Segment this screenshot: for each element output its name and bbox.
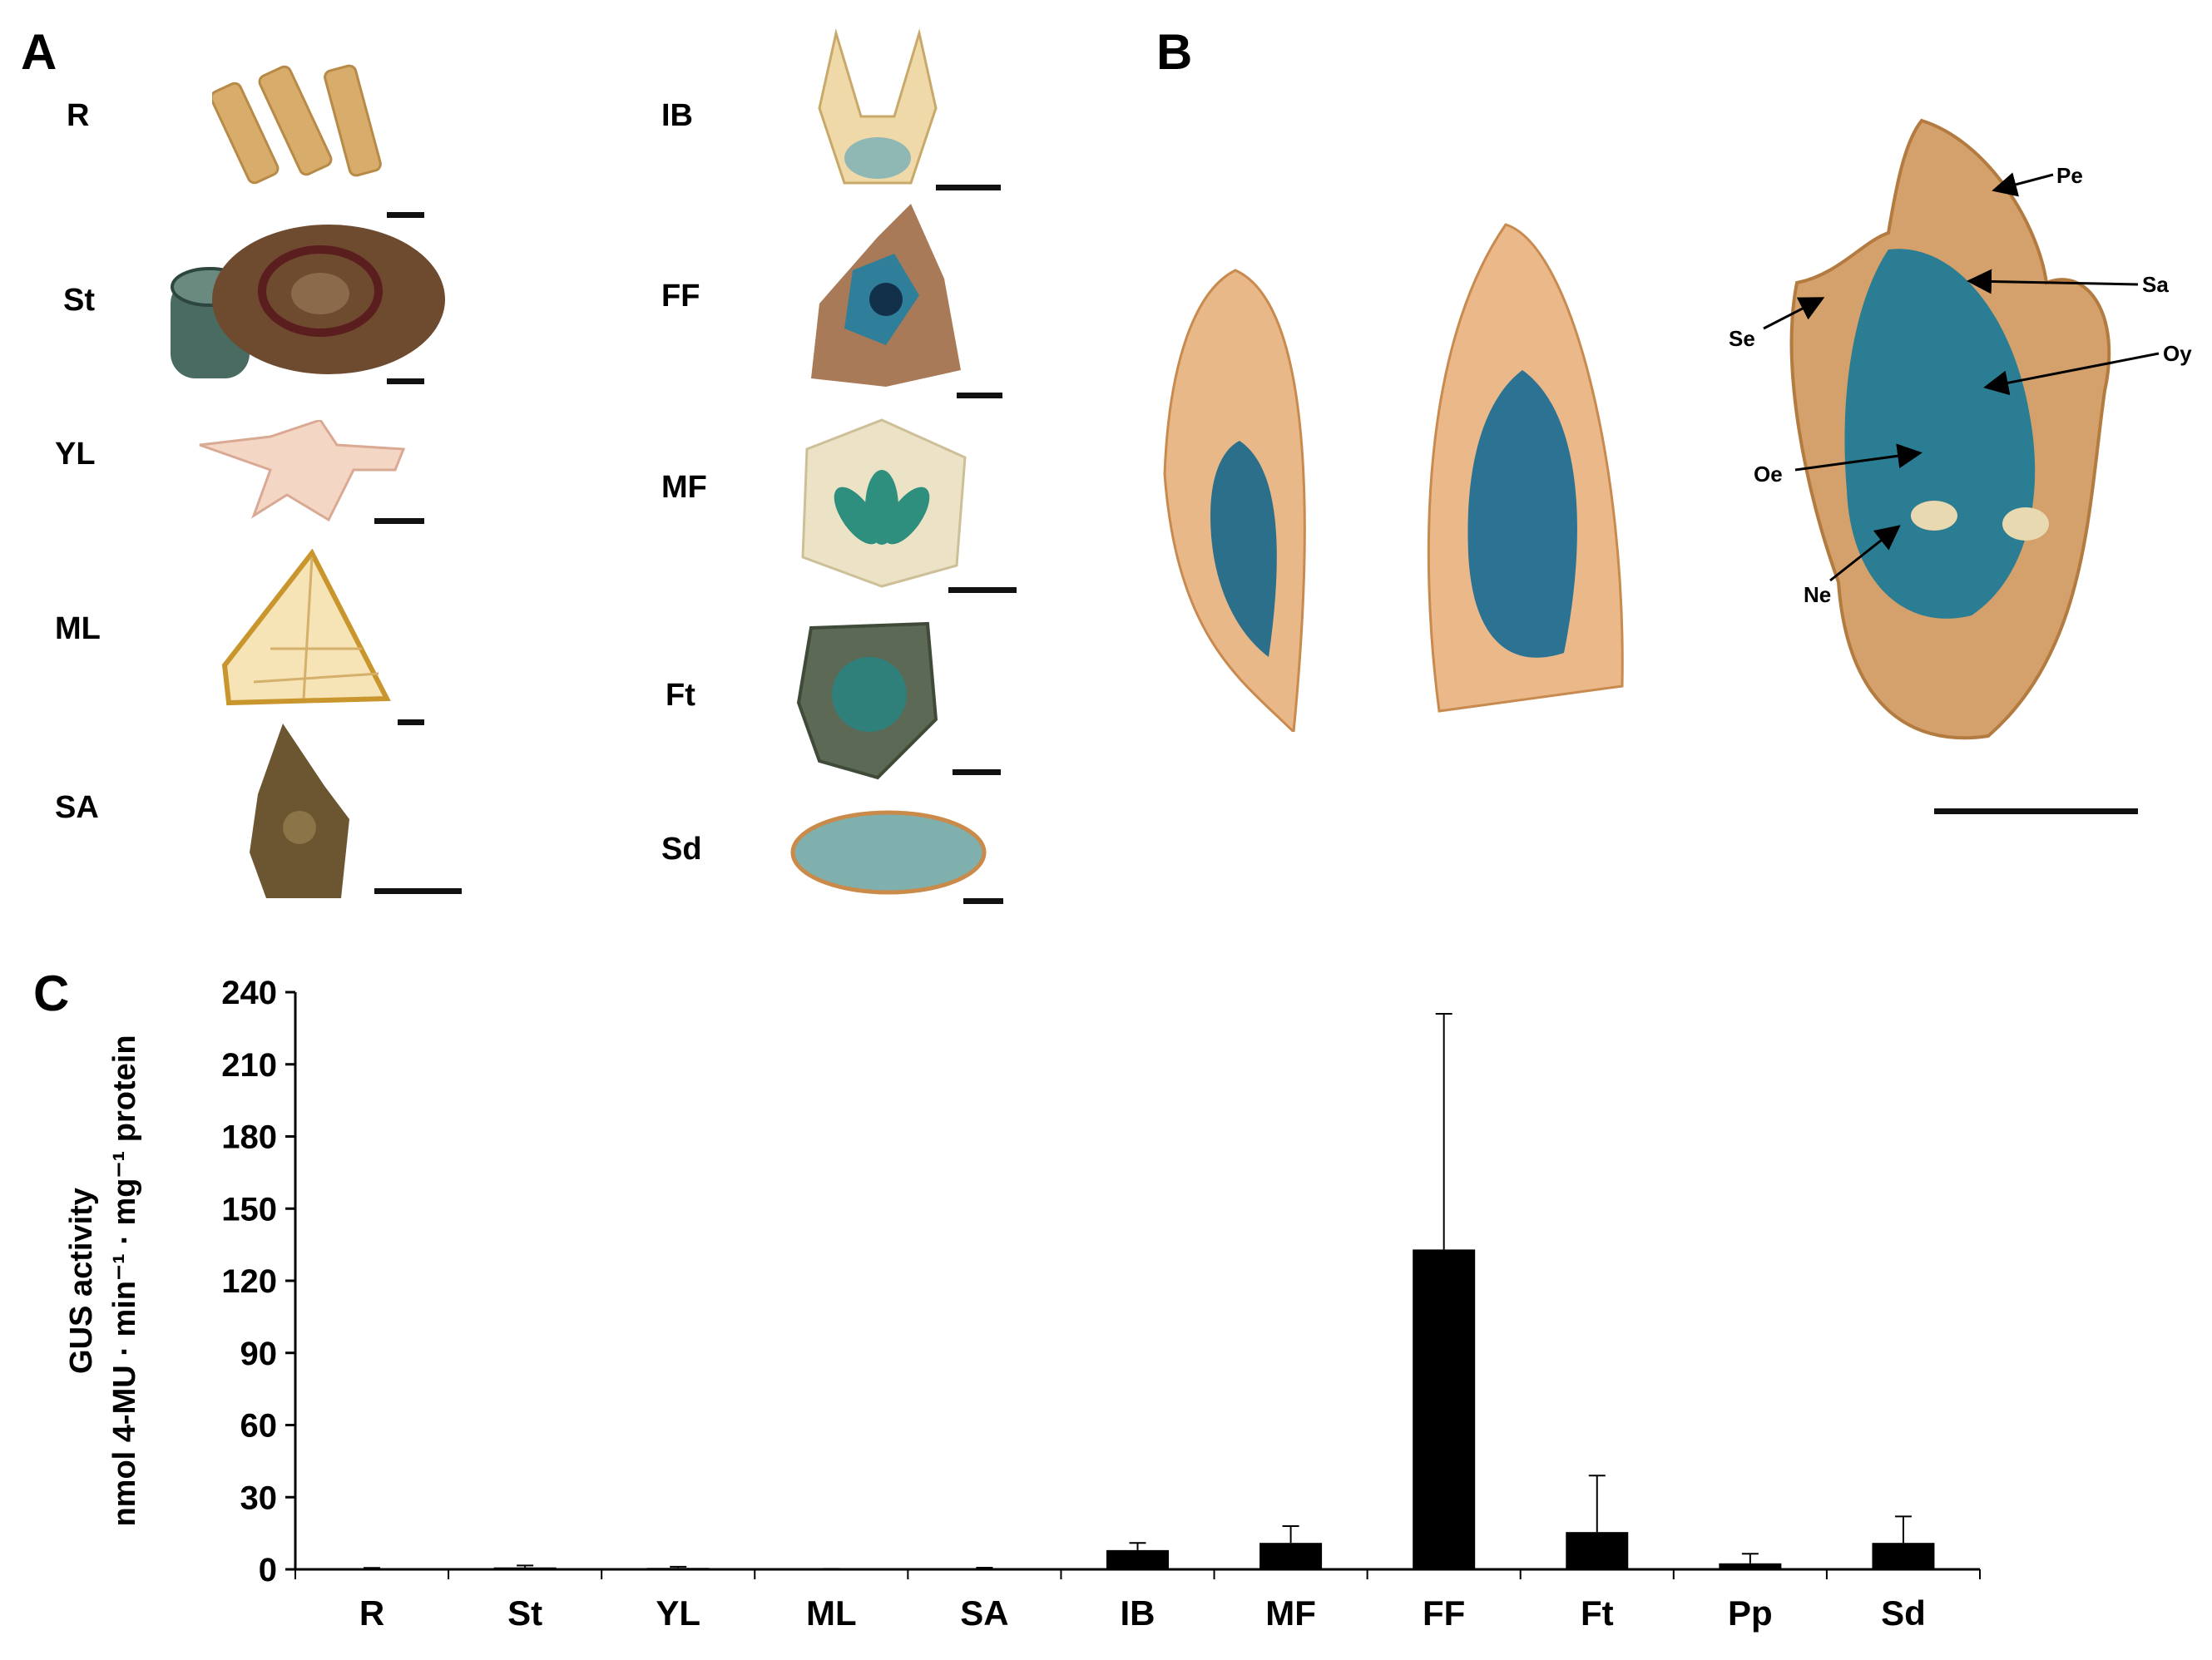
scale-bar-ml — [398, 719, 424, 725]
y-axis-label-line1: GUS activity — [64, 1188, 99, 1374]
x-tick-label-ft: Ft — [1581, 1593, 1614, 1633]
x-tick-label-mf: MF — [1265, 1593, 1316, 1633]
y-tick-label: 30 — [240, 1480, 278, 1516]
tissue-label-ib: IB — [661, 98, 693, 133]
specimen-root — [212, 64, 382, 185]
arrow-oy — [1983, 352, 2160, 396]
x-tick-label-st: St — [507, 1593, 542, 1633]
x-tick-label-pp: Pp — [1728, 1593, 1773, 1633]
y-tick-label: 60 — [240, 1408, 278, 1445]
arrow-ne — [1829, 525, 1901, 582]
y-tick-label: 0 — [259, 1552, 277, 1588]
tissue-label-r: R — [67, 98, 90, 133]
specimen-inflorescence-bud — [818, 28, 938, 185]
part-label-ne: Ne — [1804, 582, 1832, 607]
x-tick-label-yl: YL — [656, 1593, 700, 1633]
y-tick-label: 240 — [221, 975, 277, 1011]
arrow-oe — [1794, 443, 1923, 472]
tissue-label-st: St — [63, 283, 95, 318]
arrow-pe — [1992, 172, 2054, 197]
part-arrows — [1763, 172, 2160, 582]
x-tick-label-sd: Sd — [1881, 1593, 1926, 1633]
bar-mf — [1259, 1543, 1323, 1569]
scale-bar-mf — [948, 587, 1017, 593]
specimen-stem — [171, 225, 445, 378]
scale-bar-yl — [374, 518, 424, 524]
bar-ft — [1566, 1532, 1629, 1569]
bar-ib — [1106, 1549, 1169, 1569]
gus-activity-chart: 0 30 60 90 120 150 180 210 240 R St YL ML SA IB MF FF Ft P… — [64, 975, 1981, 1633]
y-tick-label: 120 — [221, 1263, 277, 1300]
tissue-label-sd: Sd — [661, 832, 702, 867]
scale-bar-st — [387, 378, 424, 384]
scale-bar-sd — [963, 898, 1003, 904]
panel-a-label: A — [21, 24, 57, 80]
x-tick-label-ff: FF — [1423, 1593, 1465, 1633]
specimen-mature-leaf — [221, 549, 391, 706]
part-label-oy: Oy — [2163, 341, 2192, 366]
part-label-oe: Oe — [1754, 462, 1783, 487]
tissue-label-sa: SA — [55, 790, 99, 825]
scale-bar-b — [1934, 808, 2138, 814]
bar-st — [493, 1567, 557, 1569]
panel-c-label: C — [33, 966, 70, 1021]
tissue-label-ml: ML — [55, 611, 101, 646]
specimen-seed — [790, 810, 987, 895]
y-tick-label: 150 — [221, 1191, 277, 1228]
y-tick-label: 180 — [221, 1119, 277, 1156]
arrow-sa — [1967, 269, 2139, 294]
bar-sd — [1872, 1543, 1935, 1569]
longitudinal-section-2 — [1427, 223, 1624, 713]
part-label-sa: Sa — [2142, 272, 2169, 297]
specimen-female-flower — [811, 204, 961, 387]
longitudinal-section-1 — [1163, 269, 1306, 732]
x-tick-label-sa: SA — [960, 1593, 1008, 1633]
y-axis-label-line2: nmol 4-MU · min⁻¹ · mg⁻¹ protein — [107, 1035, 142, 1526]
x-tick-label-ml: ML — [806, 1593, 857, 1633]
panel-b-label: B — [1156, 24, 1193, 80]
scale-bar-sa — [374, 888, 462, 894]
tissue-label-mf: MF — [661, 470, 707, 505]
x-tick-label-ib: IB — [1121, 1593, 1155, 1633]
specimen-young-leaf — [199, 420, 406, 522]
x-tick-label-r: R — [359, 1593, 384, 1633]
tissue-label-ft: Ft — [666, 678, 695, 713]
bar-ff — [1413, 1249, 1476, 1569]
bar-pp — [1719, 1563, 1782, 1569]
bar-yl — [646, 1568, 710, 1569]
tissue-label-ff: FF — [661, 279, 700, 314]
scale-bar-ff — [957, 393, 1002, 398]
scale-bar-ib — [936, 185, 1001, 190]
scale-bar-r — [387, 212, 424, 218]
scale-bar-ft — [953, 769, 1001, 775]
specimen-fruit — [796, 621, 938, 780]
part-label-pe: Pe — [2056, 163, 2083, 188]
y-tick-label: 210 — [221, 1047, 277, 1084]
specimen-male-flower — [801, 418, 967, 588]
tissue-label-yl: YL — [55, 437, 96, 472]
part-label-se: Se — [1729, 326, 1755, 351]
specimen-shoot-apex — [250, 724, 349, 898]
y-tick-label: 90 — [240, 1336, 278, 1372]
arrow-se — [1763, 297, 1825, 330]
